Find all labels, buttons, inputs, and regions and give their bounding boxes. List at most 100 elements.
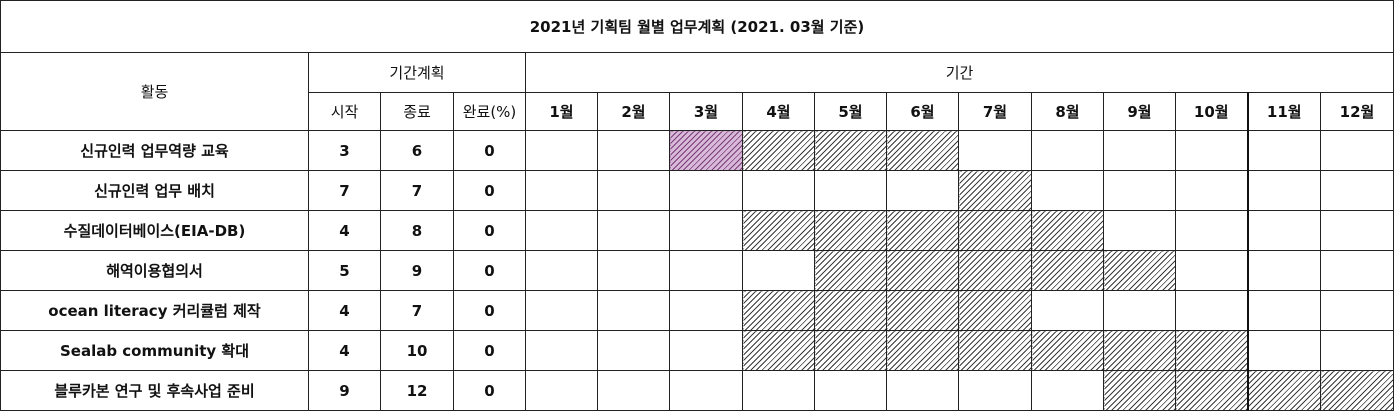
gantt-bar-cell xyxy=(958,170,1032,211)
month-cell xyxy=(958,130,1032,171)
table-row: 해역이용협의서 5 9 0 xyxy=(0,250,1394,291)
complete-percent: 0 xyxy=(453,290,526,331)
start-month: 9 xyxy=(308,370,381,411)
month-header: 12월 xyxy=(1319,92,1394,131)
month-cell xyxy=(525,170,598,211)
end-month: 6 xyxy=(380,130,454,171)
table-row: 수질데이터베이스(EIA-DB) 4 8 0 xyxy=(0,210,1394,251)
month-header: 1월 xyxy=(525,92,598,131)
month-header: 7월 xyxy=(958,92,1032,131)
gantt-bar-cell xyxy=(814,330,887,371)
start-month: 4 xyxy=(308,330,381,371)
end-month: 10 xyxy=(380,330,454,371)
month-cell xyxy=(1103,210,1176,251)
gantt-bar-cell xyxy=(1319,370,1394,411)
gantt-bar-cell xyxy=(958,290,1032,331)
gantt-bar-cell xyxy=(886,290,959,331)
gantt-bar-cell xyxy=(1031,330,1104,371)
month-cell xyxy=(1175,290,1248,331)
end-month: 8 xyxy=(380,210,454,251)
month-header: 5월 xyxy=(814,92,887,131)
month-cell xyxy=(669,290,743,331)
start-month: 5 xyxy=(308,250,381,291)
month-cell xyxy=(1031,370,1104,411)
gantt-bar-cell xyxy=(742,330,815,371)
month-cell xyxy=(1175,250,1248,291)
activity-header: 활동 xyxy=(0,52,309,131)
complete-percent: 0 xyxy=(453,370,526,411)
month-header: 6월 xyxy=(886,92,959,131)
gantt-bar-cell xyxy=(814,290,887,331)
month-cell xyxy=(669,210,743,251)
start-month: 7 xyxy=(308,170,381,211)
gantt-bar-cell xyxy=(1031,250,1104,291)
month-cell xyxy=(1246,330,1321,371)
month-cell xyxy=(814,170,887,211)
month-cell xyxy=(1103,170,1176,211)
end-month: 7 xyxy=(380,290,454,331)
table-title: 2021년 기획팀 월별 업무계획 (2021. 03월 기준) xyxy=(0,0,1394,53)
month-cell xyxy=(525,250,598,291)
month-cell xyxy=(1103,290,1176,331)
month-cell xyxy=(525,330,598,371)
month-cell xyxy=(1319,250,1394,291)
month-cell xyxy=(669,370,743,411)
gantt-bar-cell xyxy=(742,290,815,331)
table-row: Sealab community 확대 4 10 0 xyxy=(0,330,1394,371)
month-cell xyxy=(886,170,959,211)
gantt-bar-cell xyxy=(958,250,1032,291)
month-cell xyxy=(1319,290,1394,331)
month-header: 11월 xyxy=(1246,92,1321,131)
gantt-bar-cell xyxy=(1103,250,1176,291)
complete-percent: 0 xyxy=(453,170,526,211)
gantt-bar-cell xyxy=(814,250,887,291)
month-cell xyxy=(1319,130,1394,171)
gantt-bar-cell xyxy=(886,250,959,291)
complete-percent: 0 xyxy=(453,130,526,171)
gantt-bar-cell xyxy=(886,130,959,171)
month-cell xyxy=(1319,170,1394,211)
start-month: 4 xyxy=(308,210,381,251)
month-cell xyxy=(525,290,598,331)
gantt-bar-cell xyxy=(1175,370,1248,411)
month-cell xyxy=(525,130,598,171)
month-cell xyxy=(1319,210,1394,251)
month-cell xyxy=(597,170,670,211)
month-cell xyxy=(597,330,670,371)
activity-name: Sealab community 확대 xyxy=(0,330,309,371)
end-month: 7 xyxy=(380,170,454,211)
month-cell xyxy=(669,250,743,291)
month-cell xyxy=(525,370,598,411)
month-cell xyxy=(1246,250,1321,291)
activity-name: 신규인력 업무 배치 xyxy=(0,170,309,211)
month-cell xyxy=(1246,210,1321,251)
month-header: 4월 xyxy=(742,92,815,131)
gantt-bar-cell xyxy=(1246,370,1321,411)
gantt-bar-cell xyxy=(1103,370,1176,411)
month-cell xyxy=(742,250,815,291)
gantt-bar-cell xyxy=(814,130,887,171)
month-cell xyxy=(1246,290,1321,331)
month-cell xyxy=(1031,170,1104,211)
month-cell xyxy=(597,210,670,251)
plan-group-header: 기간계획 xyxy=(308,52,526,93)
gantt-bar-cell xyxy=(742,210,815,251)
activity-name: 수질데이터베이스(EIA-DB) xyxy=(0,210,309,251)
gantt-bar-cell xyxy=(958,330,1032,371)
month-cell xyxy=(1175,210,1248,251)
activity-name: 해역이용협의서 xyxy=(0,250,309,291)
gantt-bar-cell xyxy=(1031,210,1104,251)
month-cell xyxy=(1175,130,1248,171)
month-cell xyxy=(1246,130,1321,171)
gantt-bar-cell xyxy=(742,130,815,171)
complete-header: 완료(%) xyxy=(453,92,526,131)
period-group-header: 기간 xyxy=(524,52,1394,93)
month-cell xyxy=(742,370,815,411)
month-cell xyxy=(525,210,598,251)
complete-percent: 0 xyxy=(453,210,526,251)
end-header: 종료 xyxy=(380,92,454,131)
table-row: 신규인력 업무역량 교육 3 6 0 xyxy=(0,130,1394,171)
month-cell xyxy=(597,370,670,411)
month-cell xyxy=(814,370,887,411)
gantt-bar-cell xyxy=(1175,330,1248,371)
